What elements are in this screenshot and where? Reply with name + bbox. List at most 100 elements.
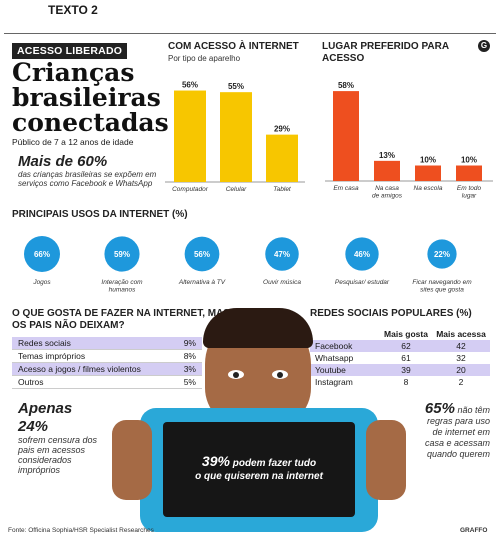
column-header: Mais gosta	[384, 329, 428, 339]
likes-label: Acesso a jogos / filmes violentos	[18, 364, 141, 374]
bubble-category-label: Interação com humanos	[101, 279, 143, 294]
section-badge: ACESSO LIBERADO	[12, 43, 128, 59]
bubble-value-label: 56%	[194, 250, 210, 259]
stat-24-text: sofrem censura dos pais em acessos consi…	[18, 435, 98, 475]
bubble	[24, 236, 60, 272]
kid-right-hand	[366, 420, 406, 500]
social-table-title: REDES SOCIAIS POPULARES (%)	[310, 308, 472, 319]
kid-left-hand	[112, 420, 152, 500]
page-label: TEXTO 2	[48, 3, 98, 17]
social-label: Youtube	[315, 365, 346, 375]
table-row: Youtube 39 20	[310, 364, 490, 376]
bar	[220, 92, 252, 182]
likes-table: Redes sociais 9% Temas impróprios 8% Ace…	[12, 337, 202, 389]
bar-value-label: 56%	[182, 81, 198, 90]
social-likes: 39	[401, 365, 411, 375]
table-row: Temas impróprios 8%	[12, 350, 202, 363]
bubble-category-label: Ficar navegando em sites que gosta	[412, 279, 472, 294]
likes-label: Temas impróprios	[18, 351, 86, 361]
social-likes: 62	[401, 341, 411, 351]
tablet-stat-value: 39%	[201, 453, 230, 469]
bar	[266, 134, 298, 182]
social-likes: 8	[403, 377, 409, 387]
headline-line-1: Crianças	[12, 58, 135, 87]
bubble	[427, 239, 457, 269]
source-note: Fonte: Officina Sophia/HSR Specialist Re…	[8, 527, 154, 534]
likes-value: 5%	[183, 377, 196, 387]
bar-value-label: 10%	[420, 156, 436, 165]
social-table: Mais gosta Mais acessa Facebook 62 42 Wh…	[310, 328, 490, 388]
likes-value: 3%	[183, 364, 196, 374]
tick-label: Em todo lugar	[457, 185, 482, 200]
headline-line-2: brasileiras	[12, 83, 161, 112]
table-row: Acesso a jogos / filmes violentos 3%	[12, 363, 202, 376]
bubble-category-label: Ouvir música	[263, 279, 301, 286]
kid-left-eye	[228, 370, 244, 379]
chart-devices-subtitle: Por tipo de aparelho	[168, 54, 241, 63]
likes-label: Outros	[18, 377, 44, 387]
stat-24-value: 24%	[18, 418, 49, 435]
bubble	[104, 236, 140, 272]
chart-places: 58% Em casa 13% Na casa de amigos 10% Na escol…	[325, 81, 493, 200]
table-header: Mais gosta Mais acessa	[310, 328, 490, 340]
stat-24-label: Apenas	[18, 400, 73, 417]
tick-label: Celular	[226, 186, 247, 193]
kid-right-eye	[272, 370, 288, 379]
social-likes: 61	[401, 353, 411, 363]
bubble-value-label: 47%	[274, 250, 290, 259]
bubble	[184, 236, 220, 272]
bar-value-label: 55%	[228, 82, 244, 91]
table-row: Outros 5%	[12, 376, 202, 389]
bubble-category-label: Jogos	[32, 279, 51, 286]
bar-value-label: 13%	[379, 151, 395, 160]
social-access: 42	[456, 341, 466, 351]
bar	[415, 165, 441, 181]
tick-label: Tablet	[273, 186, 292, 193]
social-label: Facebook	[315, 341, 353, 351]
tablet-stat-text-1: podem fazer tudo	[229, 458, 317, 469]
table-row: Whatsapp 61 32	[310, 352, 490, 364]
tick-label: Na escola	[414, 185, 443, 192]
likes-table-title: O QUE GOSTA DE FAZER NA INTERNET, MAS OS…	[12, 308, 230, 331]
bar	[374, 160, 400, 181]
bubble-value-label: 22%	[434, 250, 450, 259]
tablet-stat-text-2: o que quiserem na internet	[195, 471, 323, 482]
infographic-frame	[4, 33, 496, 539]
bubble	[265, 237, 299, 271]
social-access: 32	[456, 353, 466, 363]
publisher-logo-icon: G	[478, 40, 490, 52]
bar	[333, 91, 359, 181]
likes-label: Redes sociais	[18, 338, 71, 348]
stat-60-value: Mais de 60%	[18, 153, 108, 170]
bubble-value-label: 46%	[354, 250, 370, 259]
bubble-value-label: 66%	[34, 250, 50, 259]
bar-value-label: 29%	[274, 125, 290, 134]
bar-value-label: 10%	[461, 156, 477, 165]
chart-uses: 66% Jogos 59% Interação com humanos 56% Altern…	[24, 236, 472, 294]
social-label: Whatsapp	[315, 353, 354, 363]
bubble-category-label: Alternativa à TV	[178, 279, 226, 286]
kid-hair	[203, 308, 313, 348]
tablet-screen-text: 39% podem fazer tudo o que quiserem na i…	[165, 453, 353, 483]
column-header	[310, 328, 379, 340]
stat-65-block: 65% não têm regras para uso de internet …	[420, 401, 490, 460]
social-access: 2	[458, 377, 464, 387]
headline: Crianças brasileiras conectadas	[12, 60, 172, 135]
bar	[456, 165, 482, 181]
stat-60-text: das crianças brasileiras se expõem em se…	[18, 170, 157, 188]
chart-devices: 56% Computador 55% Celular 29% Tablet	[165, 81, 305, 193]
tablet-screen	[163, 422, 355, 517]
stat-65-text: não têm regras para uso de internet em c…	[424, 405, 490, 459]
tick-label: Computador	[172, 186, 209, 193]
table-row: Redes sociais 9%	[12, 337, 202, 350]
chart-devices-title: COM ACESSO À INTERNET	[168, 41, 299, 52]
social-label: Instagram	[315, 377, 353, 387]
likes-value: 9%	[183, 338, 196, 348]
bar-value-label: 58%	[338, 81, 354, 90]
credit-logo: GRAFFO	[460, 527, 488, 534]
bar	[174, 90, 206, 182]
subhead: Público de 7 a 12 anos de idade	[12, 137, 134, 147]
tick-label: Na casa de amigos	[372, 185, 403, 200]
chart-places-title: LUGAR PREFERIDO PARA ACESSO	[322, 41, 449, 64]
column-header: Mais acessa	[436, 329, 486, 339]
